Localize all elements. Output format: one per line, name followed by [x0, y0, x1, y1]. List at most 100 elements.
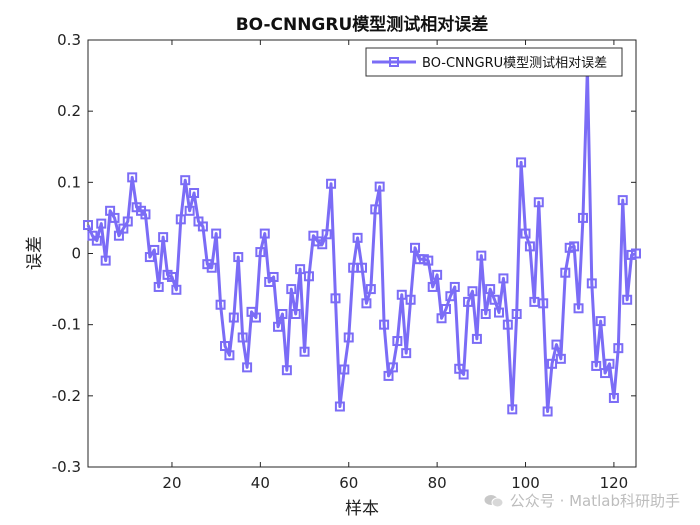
data-point	[259, 228, 270, 239]
data-point	[489, 294, 500, 305]
wechat-icon	[484, 494, 504, 508]
data-point	[520, 228, 531, 239]
data-point	[321, 229, 332, 240]
y-tick-label: 0.3	[57, 31, 81, 49]
data-point	[83, 220, 93, 231]
x-tick-label: 100	[511, 474, 540, 492]
data-point	[295, 264, 306, 275]
data-point	[542, 406, 553, 417]
data-point	[387, 362, 398, 373]
data-point	[233, 252, 244, 263]
legend-marker	[389, 57, 399, 67]
y-axis-label: 误差	[25, 236, 45, 270]
data-point	[573, 303, 584, 314]
data-point	[171, 284, 182, 295]
data-point	[586, 278, 597, 289]
data-point	[281, 365, 292, 376]
data-point	[631, 248, 641, 259]
data-point	[211, 228, 222, 239]
plot-area	[87, 39, 637, 468]
data-point	[613, 343, 624, 354]
data-point	[423, 255, 434, 266]
data-point	[467, 286, 478, 297]
data-point	[140, 209, 151, 220]
data-point	[436, 313, 447, 324]
data-point	[591, 360, 602, 371]
data-point	[401, 348, 412, 359]
data-point	[268, 271, 279, 282]
y-tick-label: -0.3	[52, 458, 81, 476]
data-point	[555, 353, 566, 364]
data-point	[250, 312, 261, 323]
data-point	[91, 235, 102, 246]
data-point	[622, 294, 633, 305]
data-point	[215, 299, 226, 310]
y-tick-label: 0.2	[57, 102, 81, 120]
axis-ticks: -0.3 -0.2 -0.1 0 0.1 0.2 0.3 20 40 60 80 100 120	[52, 31, 636, 492]
x-tick-label: 60	[339, 474, 358, 492]
data-point	[577, 212, 588, 223]
data-point	[180, 175, 191, 186]
data-point	[175, 214, 186, 225]
data-point	[463, 296, 474, 307]
data-point	[317, 239, 328, 250]
data-point	[224, 350, 235, 361]
data-point	[502, 319, 513, 330]
data-point	[109, 212, 120, 223]
data-point	[507, 404, 518, 415]
data-point	[326, 178, 337, 189]
data-point	[299, 346, 310, 357]
x-tick-label: 20	[162, 474, 181, 492]
data-point	[339, 364, 350, 375]
x-tick-label: 120	[600, 474, 629, 492]
watermark: 公众号 · Matlab科研助手	[484, 490, 680, 511]
data-point	[96, 218, 107, 229]
data-point	[330, 293, 341, 304]
x-axis-label: 样本	[345, 499, 379, 519]
data-point	[149, 244, 160, 255]
plot-frame	[87, 39, 637, 468]
data-point	[237, 332, 248, 343]
chart-title: BO-CNNGRU模型测试相对误差	[236, 14, 489, 35]
legend-entry: BO-CNNGRU模型测试相对误差	[422, 56, 607, 71]
data-point	[569, 241, 580, 252]
data-point	[560, 267, 571, 278]
legend: BO-CNNGRU模型测试相对误差	[365, 47, 623, 77]
data-point	[608, 392, 619, 403]
y-tick-label: -0.1	[52, 316, 81, 334]
data-point	[449, 281, 460, 292]
data-point	[365, 284, 376, 295]
data-point	[595, 316, 606, 327]
data-point	[392, 336, 403, 347]
data-point	[228, 312, 239, 323]
series-line	[86, 66, 637, 413]
data-point	[122, 216, 133, 227]
x-tick-label: 80	[428, 474, 447, 492]
y-tick-label: 0	[71, 245, 81, 263]
series-layer	[83, 63, 641, 417]
data-point	[343, 332, 354, 343]
data-point	[206, 262, 217, 273]
data-point	[476, 250, 487, 261]
data-point	[286, 284, 297, 295]
data-point	[277, 308, 288, 319]
data-point	[551, 339, 562, 350]
data-point	[533, 197, 544, 208]
data-point	[432, 269, 443, 280]
data-point	[471, 333, 482, 344]
data-point	[538, 298, 549, 309]
data-point	[524, 241, 535, 252]
watermark-text: 公众号 · Matlab科研助手	[509, 492, 680, 510]
data-point	[494, 307, 504, 318]
data-point	[352, 232, 363, 243]
data-point	[273, 321, 284, 332]
data-point	[242, 362, 253, 373]
data-point	[153, 281, 164, 292]
data-point	[100, 255, 111, 266]
data-point	[617, 195, 628, 206]
data-point	[379, 319, 390, 330]
data-point	[440, 304, 451, 315]
data-point	[361, 298, 372, 309]
y-tick-label: -0.2	[52, 387, 81, 405]
data-point	[498, 273, 509, 284]
